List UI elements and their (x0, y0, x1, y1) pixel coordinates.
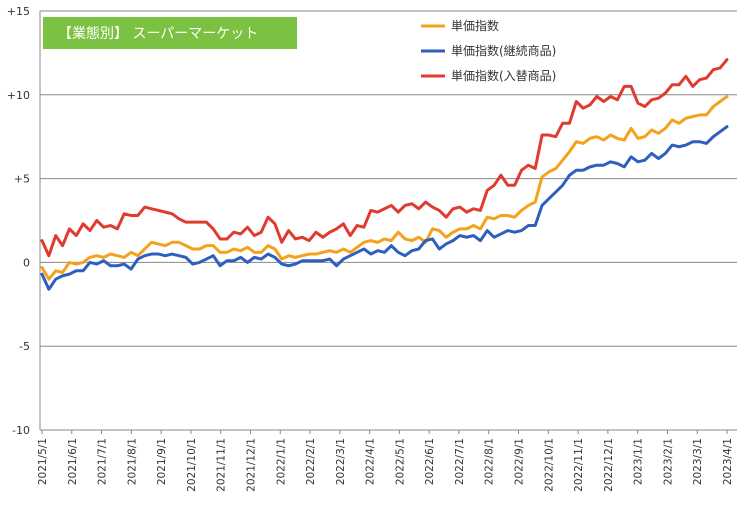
x-tick-label: 2022/7/1 (454, 438, 466, 485)
grid-lines (40, 10, 737, 347)
x-tick-label: 2021/11/1 (216, 438, 228, 492)
x-tick-label: 2023/4/1 (722, 438, 734, 485)
x-tick-label: 2021/8/1 (126, 438, 138, 485)
y-tick-label: +5 (14, 173, 30, 186)
y-tick-label: 0 (23, 256, 30, 269)
x-tick-label: 2022/9/1 (514, 438, 526, 485)
axes (39, 11, 737, 431)
series-line-0 (40, 94, 729, 281)
series-line-1 (40, 125, 729, 291)
x-tick-label: 2022/12/1 (603, 438, 615, 492)
x-tick-label: 2022/5/1 (394, 438, 406, 485)
x-tick-label: 2022/10/1 (543, 438, 555, 492)
chart-title: 【業態別】 スーパーマーケット (58, 26, 258, 42)
x-tick-label: 2023/2/1 (662, 438, 674, 485)
chart-title-badge: 【業態別】 スーパーマーケット (43, 17, 297, 49)
y-tick-label: -5 (19, 340, 30, 353)
x-tick-label: 2022/11/1 (573, 438, 585, 492)
x-tick-label: 2021/9/1 (156, 438, 168, 485)
x-tick-label: 2022/4/1 (365, 438, 377, 485)
x-tick-labels: 2021/5/1 2021/6/1 2021/7/1 2021/8/1 2021/9/1… (37, 430, 734, 492)
x-tick-label: 2021/5/1 (37, 438, 49, 485)
series-line-2 (40, 58, 729, 258)
x-tick-label: 2023/1/1 (633, 438, 645, 485)
y-tick-label: +10 (7, 89, 30, 102)
x-tick-label: 2022/2/1 (305, 438, 317, 485)
legend-label: 単価指数(入替商品) (451, 68, 556, 83)
x-tick-label: 2021/6/1 (67, 438, 79, 485)
title-background (43, 17, 297, 49)
legend-label: 単価指数 (451, 18, 499, 33)
y-tick-label: +15 (7, 5, 30, 18)
series-lines (40, 58, 729, 291)
legend-label: 単価指数(継続商品) (451, 43, 556, 58)
x-tick-label: 2021/12/1 (245, 438, 257, 492)
y-tick-labels: +15 +10 +5 0 -5 -10 (7, 5, 30, 437)
x-tick-label: 2023/3/1 (692, 438, 704, 485)
x-tick-label: 2022/3/1 (335, 438, 347, 485)
x-tick-label: 2022/6/1 (424, 438, 436, 485)
x-tick-label: 2022/8/1 (484, 438, 496, 485)
x-tick-label: 2021/7/1 (97, 438, 109, 485)
x-tick-label: 2022/1/1 (275, 438, 287, 485)
x-tick-label: 2021/10/1 (186, 438, 198, 492)
y-tick-label: -10 (12, 424, 30, 437)
